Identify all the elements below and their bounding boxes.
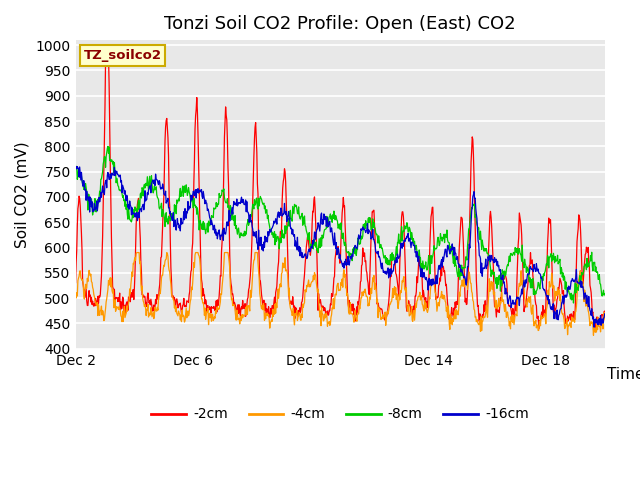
- -8cm: [529, 276, 537, 281]
- -16cm: [130, 210, 138, 216]
- -16cm: [590, 324, 598, 330]
- -4cm: [529, 302, 537, 308]
- -4cm: [133, 250, 141, 255]
- -2cm: [72, 280, 79, 286]
- -8cm: [298, 210, 306, 216]
- -8cm: [570, 300, 577, 306]
- Line: -8cm: -8cm: [76, 146, 605, 303]
- X-axis label: Time: Time: [607, 367, 640, 382]
- -8cm: [104, 144, 112, 149]
- -8cm: [210, 205, 218, 211]
- -16cm: [471, 196, 479, 202]
- -4cm: [129, 261, 137, 266]
- -2cm: [591, 329, 599, 335]
- -2cm: [102, 52, 110, 58]
- -2cm: [449, 312, 457, 318]
- -8cm: [601, 291, 609, 297]
- -4cm: [210, 316, 218, 322]
- -16cm: [601, 311, 609, 317]
- Line: -16cm: -16cm: [76, 167, 605, 327]
- -8cm: [471, 203, 479, 208]
- -8cm: [72, 163, 79, 168]
- -2cm: [298, 299, 306, 304]
- -16cm: [298, 250, 306, 256]
- -2cm: [529, 273, 537, 278]
- -16cm: [210, 224, 218, 229]
- -16cm: [449, 246, 457, 252]
- -16cm: [529, 267, 537, 273]
- -8cm: [130, 207, 138, 213]
- -4cm: [589, 333, 597, 338]
- -4cm: [449, 316, 457, 322]
- Line: -4cm: -4cm: [76, 252, 605, 336]
- -16cm: [72, 165, 79, 171]
- -4cm: [298, 315, 306, 321]
- -4cm: [471, 307, 479, 313]
- -2cm: [601, 308, 609, 314]
- -4cm: [72, 293, 79, 299]
- Y-axis label: Soil CO2 (mV): Soil CO2 (mV): [15, 141, 30, 248]
- -8cm: [449, 254, 457, 260]
- Legend: -2cm, -4cm, -8cm, -16cm: -2cm, -4cm, -8cm, -16cm: [146, 402, 534, 427]
- Line: -2cm: -2cm: [76, 55, 605, 332]
- -4cm: [601, 316, 609, 322]
- -16cm: [72, 164, 80, 169]
- -2cm: [130, 297, 138, 302]
- -2cm: [471, 203, 479, 208]
- Title: Tonzi Soil CO2 Profile: Open (East) CO2: Tonzi Soil CO2 Profile: Open (East) CO2: [164, 15, 516, 33]
- -2cm: [210, 303, 218, 309]
- Text: TZ_soilco2: TZ_soilco2: [83, 49, 161, 62]
